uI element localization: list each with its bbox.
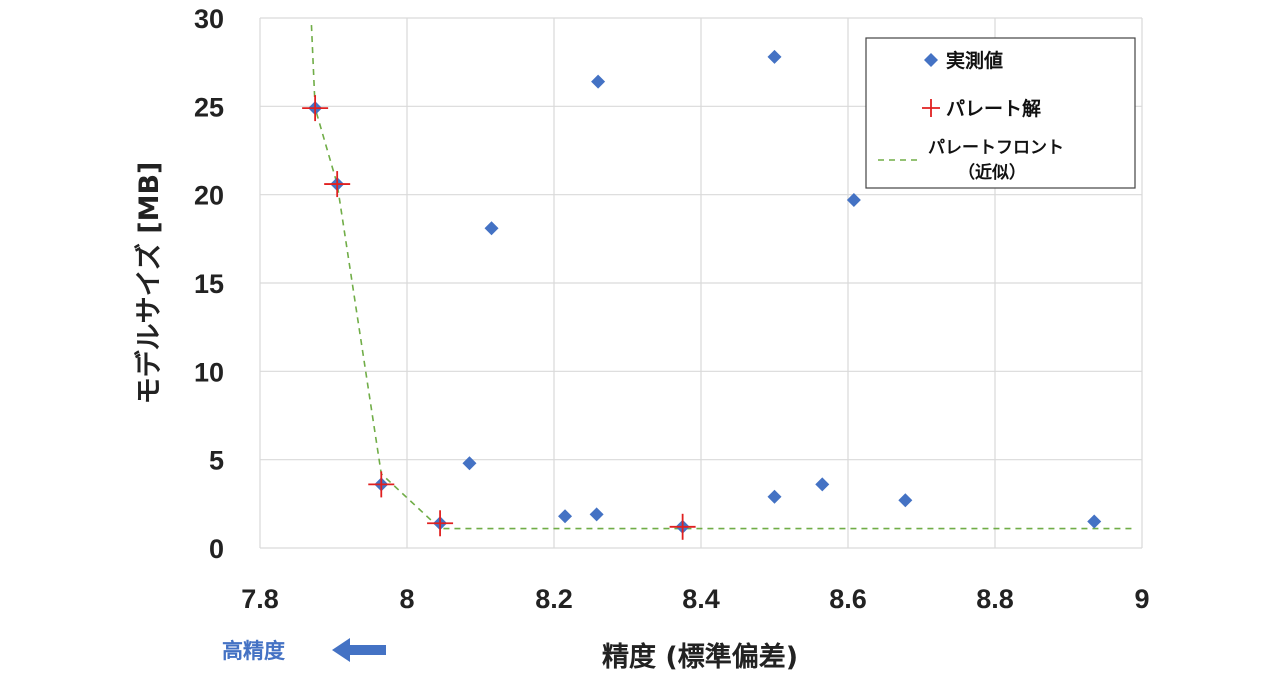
legend-front-label: パレートフロント	[928, 138, 1064, 158]
measured-point	[815, 477, 830, 492]
measured-point	[462, 456, 477, 471]
y-tick-label: 0	[209, 534, 224, 564]
y-tick-label: 20	[194, 181, 224, 211]
legend-measured-marker	[924, 53, 938, 67]
measured-point	[558, 509, 573, 524]
measured-point	[846, 192, 861, 207]
legend-pareto-label: パレート解	[946, 97, 1041, 120]
high-accuracy-label: 高精度	[222, 639, 285, 663]
measured-point	[589, 507, 604, 522]
legend-pareto-marker	[922, 99, 940, 117]
x-tick-labels: 7.8 8 8.2 8.4 8.6 8.8 9	[241, 584, 1149, 614]
y-tick-label: 5	[209, 446, 224, 476]
x-tick-label: 8.2	[535, 584, 573, 614]
y-tick-label: 10	[194, 357, 224, 387]
legend-front-note: （近似）	[958, 162, 1026, 183]
measured-point	[591, 74, 606, 89]
measured-point	[1087, 514, 1102, 529]
x-tick-label: 8.6	[829, 584, 867, 614]
x-tick-label: 8	[399, 584, 414, 614]
measured-point	[898, 493, 913, 508]
pareto-point	[669, 513, 696, 540]
high-accuracy-annotation: 高精度	[222, 638, 386, 663]
y-tick-label: 30	[194, 4, 224, 34]
measured-point	[767, 489, 782, 504]
legend-measured-label: 実測値	[946, 49, 1003, 72]
legend-box	[865, 37, 1136, 189]
y-axis-title: モデルサイズ [MB]	[133, 162, 165, 405]
y-tick-label: 25	[194, 92, 224, 122]
legend: 実測値 パレート解 パレートフロント （近似）	[865, 37, 1136, 189]
measured-point	[767, 49, 782, 64]
y-tick-labels: 0 5 10 15 20 25 30	[194, 4, 224, 564]
x-axis-title: 精度 (標準偏差)	[602, 641, 798, 673]
pareto-point	[324, 171, 351, 198]
left-arrow-icon	[332, 638, 386, 662]
x-tick-label: 7.8	[241, 584, 279, 614]
pareto-solution-series	[302, 95, 696, 540]
measured-point	[484, 221, 499, 236]
pareto-point	[368, 471, 395, 498]
pareto-point	[302, 95, 329, 122]
x-tick-label: 8.4	[682, 584, 720, 614]
x-tick-label: 8.8	[976, 584, 1014, 614]
y-tick-label: 15	[194, 269, 224, 299]
x-tick-label: 9	[1134, 584, 1149, 614]
pareto-point	[427, 510, 454, 537]
